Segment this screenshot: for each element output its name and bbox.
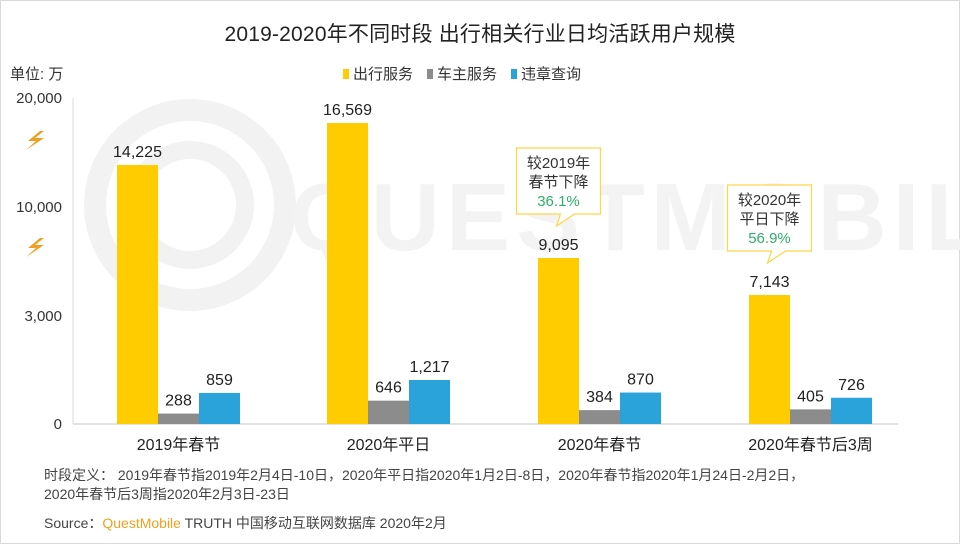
legend-swatch-violation — [511, 68, 518, 79]
unit-label: 单位: 万 — [10, 66, 64, 83]
legend-item-travel: 出行服务 — [343, 63, 413, 84]
legend-swatch-travel — [343, 68, 349, 79]
callout-line-2: 平日下降 — [739, 211, 799, 228]
data-label: 646 — [375, 380, 402, 397]
bar — [749, 295, 790, 424]
legend: 出行服务 车主服务 违章查询 — [343, 63, 581, 84]
data-label: 384 — [586, 389, 613, 406]
lightning-icon — [26, 131, 44, 150]
bar — [538, 258, 579, 424]
data-label: 288 — [165, 393, 192, 410]
y-tick-label: 10,000 — [16, 199, 62, 216]
legend-label-violation: 违章查询 — [521, 66, 582, 83]
category-labels: 2019年春节 2020年平日 2020年春节 2020年春节后3周 — [137, 436, 873, 454]
data-label: 9,095 — [538, 237, 578, 254]
lightning-icon — [26, 238, 44, 257]
callout-percent: 56.9% — [748, 230, 791, 247]
x-tick-label: 2020年春节后3周 — [748, 436, 873, 454]
y-tick-label: 0 — [54, 416, 62, 433]
data-label: 14,225 — [113, 144, 162, 161]
bar — [831, 397, 872, 424]
bar — [620, 392, 661, 424]
source-line: Source：QuestMobile TRUTH 中国移动互联网数据库 2020… — [44, 513, 447, 533]
bar — [409, 380, 450, 424]
callout-line-1: 较2020年 — [738, 191, 801, 209]
bar — [579, 410, 620, 424]
source-brand: QuestMobile — [102, 515, 181, 531]
callout-percent: 36.1% — [537, 193, 580, 210]
footnote-definition: 时段定义： 2019年春节指2019年2月4日-10日，2020年平日指2020… — [44, 466, 934, 504]
callout-box — [515, 147, 602, 228]
legend-label-travel: 出行服务 — [353, 66, 414, 83]
data-label: 726 — [838, 377, 865, 394]
data-label: 7,143 — [749, 274, 789, 291]
bar — [327, 123, 368, 424]
watermark-text: QUESTMOBILE — [290, 164, 960, 271]
y-tick-label: 20,000 — [16, 90, 62, 107]
bar — [368, 400, 409, 424]
legend-label-car-owner: 车主服务 — [437, 66, 498, 83]
callout-line-2: 春节下降 — [528, 174, 588, 191]
callout-line-1: 较2019年 — [527, 154, 590, 172]
callout-box — [726, 184, 813, 265]
bar — [790, 409, 831, 424]
chart-title: 2019-2020年不同时段 出行相关行业日均活跃用户规模 — [224, 23, 736, 46]
x-tick-label: 2020年平日 — [347, 436, 431, 454]
bars — [117, 123, 872, 424]
x-tick-label: 2019年春节 — [137, 436, 221, 454]
value-labels: 14,225 288 859 16,569 646 1,217 9,095 384 870 7,1… — [113, 102, 865, 410]
x-tick-label: 2020年春节 — [558, 436, 642, 454]
data-label: 1,217 — [409, 359, 449, 376]
legend-swatch-car-owner — [427, 68, 434, 79]
data-label: 859 — [206, 372, 233, 389]
footnote-line-2: 2020年春节后3周指2020年2月3日-23日 — [44, 486, 290, 502]
y-tick-label: 3,000 — [24, 308, 62, 325]
bar — [117, 165, 158, 424]
source-rest: TRUTH 中国移动互联网数据库 2020年2月 — [180, 515, 447, 531]
watermark-ring-outer — [84, 99, 296, 311]
bar — [158, 413, 199, 424]
footnote-line-1: 时段定义： 2019年春节指2019年2月4日-10日，2020年平日指2020… — [44, 467, 805, 483]
data-label: 870 — [627, 372, 654, 389]
bar — [199, 392, 240, 424]
legend-item-car-owner: 车主服务 — [427, 63, 497, 84]
source-prefix: Source： — [44, 515, 103, 531]
legend-item-violation: 违章查询 — [511, 63, 581, 84]
data-label: 16,569 — [323, 102, 372, 119]
watermark: QUESTMOBILE — [84, 99, 960, 311]
data-label: 405 — [797, 388, 824, 405]
